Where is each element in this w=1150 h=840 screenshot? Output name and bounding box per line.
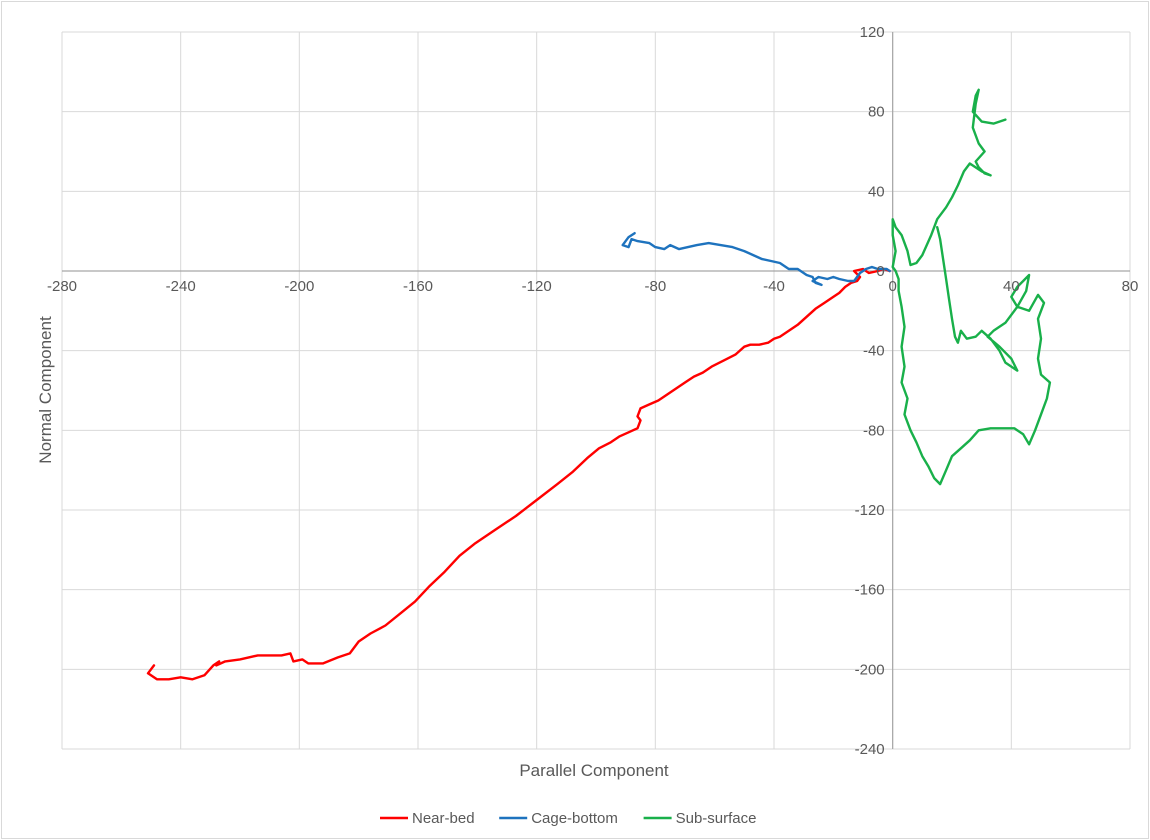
legend-label: Sub-surface (676, 810, 757, 827)
series-sub-surface (891, 88, 1052, 486)
axes (62, 32, 1130, 749)
y-axis-title: Normal Component (36, 316, 55, 464)
x-tick-label: 80 (1122, 278, 1139, 295)
y-tick-label: 40 (868, 183, 885, 200)
y-tick-label: 120 (860, 24, 885, 41)
tick-labels: -280 -240 -200 -160 -120 -80 -40 0 40 80 -240 -200 -… (47, 24, 1138, 758)
x-tick-label: -80 (644, 278, 666, 295)
x-tick-label: -160 (403, 278, 433, 295)
series-cage-bottom (621, 232, 891, 287)
y-tick-label: -40 (863, 343, 885, 360)
x-tick-label: 0 (888, 278, 896, 295)
legend-label: Cage-bottom (531, 810, 618, 827)
x-tick-label: -40 (763, 278, 785, 295)
x-tick-label: -280 (47, 278, 77, 295)
y-tick-label: -120 (855, 502, 885, 519)
y-tick-label: -240 (855, 741, 885, 758)
series-near-bed (146, 267, 891, 681)
y-tick-label: -200 (855, 661, 885, 678)
y-tick-label: 80 (868, 104, 885, 121)
y-tick-label: -80 (863, 422, 885, 439)
y-tick-label: 0 (876, 263, 884, 280)
x-axis-title: Parallel Component (519, 761, 669, 780)
gridlines (61, 31, 1131, 750)
x-tick-label: 40 (1003, 278, 1020, 295)
y-tick-label: -160 (855, 582, 885, 599)
x-tick-label: -200 (284, 278, 314, 295)
x-tick-label: -240 (166, 278, 196, 295)
legend-label: Near-bed (412, 810, 475, 827)
series-lines (146, 88, 1052, 681)
x-tick-label: -120 (522, 278, 552, 295)
legend: Near-bed Cage-bottom Sub-surface (380, 810, 756, 827)
